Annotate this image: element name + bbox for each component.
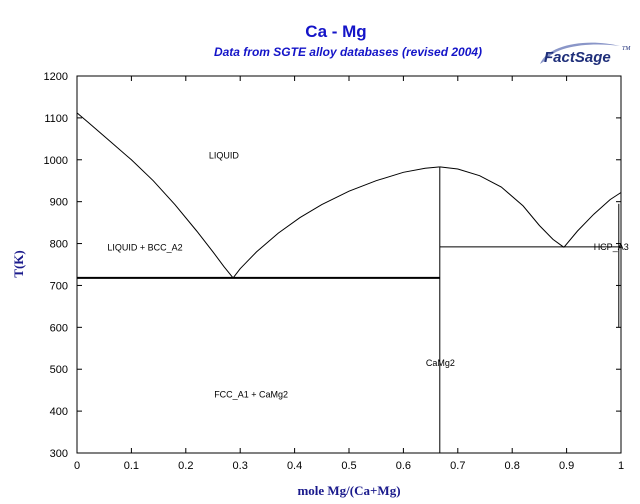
x-tick-label: 0.8: [505, 460, 520, 472]
x-tick-label: 0.4: [287, 460, 302, 472]
y-tick-label: 600: [50, 322, 68, 334]
region-label: HCP_A3: [594, 242, 629, 252]
x-tick-label: 0.3: [233, 460, 248, 472]
logo-swoosh: [540, 42, 620, 64]
x-tick-label: 1: [618, 460, 624, 472]
x-tick-label: 0.5: [341, 460, 356, 472]
y-axis-ticks: 300 400 500 600 700 800 900 1000 1100 1200: [44, 71, 621, 460]
logo-mark: TM: [622, 46, 631, 52]
x-tick-label: 0.7: [450, 460, 465, 472]
region-label: LIQUID: [209, 151, 240, 161]
region-labels: LIQUID LIQUID + BCC_A2 HCP_A3 CaMg2 FCC_A1 +…: [107, 151, 628, 400]
y-tick-label: 900: [50, 197, 68, 209]
y-tick-label: 1100: [44, 113, 68, 125]
x-tick-label: 0.9: [559, 460, 574, 472]
region-label: FCC_A1 + CaMg2: [214, 389, 288, 399]
y-tick-label: 700: [50, 280, 68, 292]
x-axis-label: mole Mg/(Ca+Mg): [297, 483, 400, 498]
y-axis-label: T(K): [11, 250, 26, 277]
phase-boundary-line: [439, 166, 565, 248]
plot-frame: [76, 75, 622, 454]
logo-main-text: FactSage: [544, 49, 611, 66]
region-label: CaMg2: [426, 358, 455, 368]
x-tick-label: 0: [74, 460, 80, 472]
x-tick-label: 0.1: [124, 460, 139, 472]
chart-title: Ca - Mg: [305, 22, 366, 41]
phase-boundary-line: [76, 112, 234, 279]
region-label: LIQUID + BCC_A2: [107, 243, 182, 253]
x-axis-ticks: 0 0.1 0.2 0.3 0.4 0.5 0.6 0.7 0.8 0.9 1: [74, 76, 624, 472]
phase-boundaries: [76, 112, 622, 453]
phase-boundary-line: [563, 192, 622, 248]
chart-subtitle: Data from SGTE alloy databases (revised …: [214, 45, 482, 59]
x-tick-label: 0.6: [396, 460, 411, 472]
x-tick-label: 0.2: [178, 460, 193, 472]
y-tick-label: 400: [50, 406, 68, 418]
y-tick-label: 1200: [44, 71, 68, 83]
y-tick-label: 1000: [44, 155, 68, 167]
y-tick-label: 800: [50, 239, 68, 251]
phase-boundary-line: [232, 166, 440, 279]
y-tick-label: 300: [50, 448, 68, 460]
y-tick-label: 500: [50, 364, 68, 376]
factsage-logo: FactSage TM: [540, 42, 631, 66]
